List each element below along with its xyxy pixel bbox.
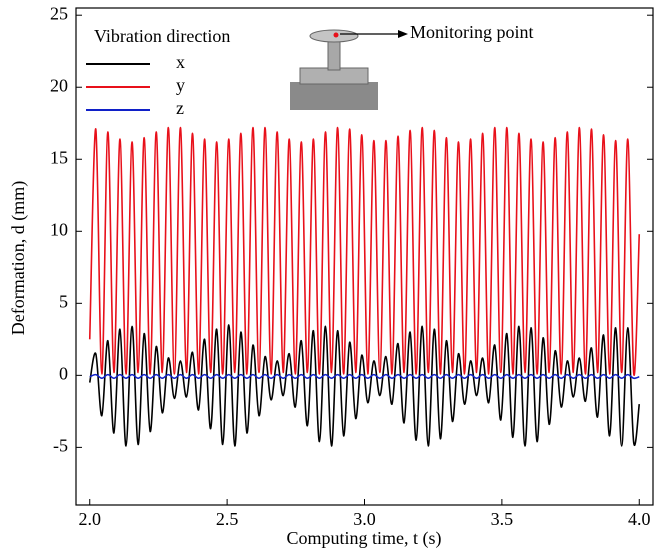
x-tick-label: 3.5 xyxy=(491,509,514,529)
y-axis-label: Deformation, d (mm) xyxy=(8,181,29,335)
y-tick-label: 20 xyxy=(50,75,68,95)
device-stem xyxy=(327,37,341,71)
x-tick-label: 2.5 xyxy=(216,509,239,529)
x-tick-label: 3.0 xyxy=(353,509,376,529)
annotation: Monitoring point xyxy=(410,22,534,42)
y-tick-label: 0 xyxy=(59,363,68,383)
y-tick-label: 10 xyxy=(50,219,68,239)
series-line xyxy=(89,373,640,380)
y-tick-label: 15 xyxy=(50,147,68,167)
series-line xyxy=(88,126,641,376)
legend-label: x xyxy=(176,52,185,72)
monitoring-point-marker xyxy=(333,32,339,38)
plot-area xyxy=(88,126,641,447)
y-tick-label: -5 xyxy=(53,436,68,456)
x-axis-label: Computing time, t (s) xyxy=(287,528,442,549)
device-inset xyxy=(290,29,408,110)
legend-title: Vibration direction xyxy=(94,26,230,46)
legend-label: y xyxy=(176,75,185,95)
y-tick-label: 5 xyxy=(59,291,68,311)
x-tick-label: 2.0 xyxy=(78,509,101,529)
y-tick-label: 25 xyxy=(50,3,68,23)
device-base xyxy=(290,82,378,110)
arrow-head xyxy=(398,30,408,38)
x-tick-label: 4.0 xyxy=(628,509,651,529)
series-line xyxy=(88,324,641,447)
legend-label: z xyxy=(176,98,184,118)
